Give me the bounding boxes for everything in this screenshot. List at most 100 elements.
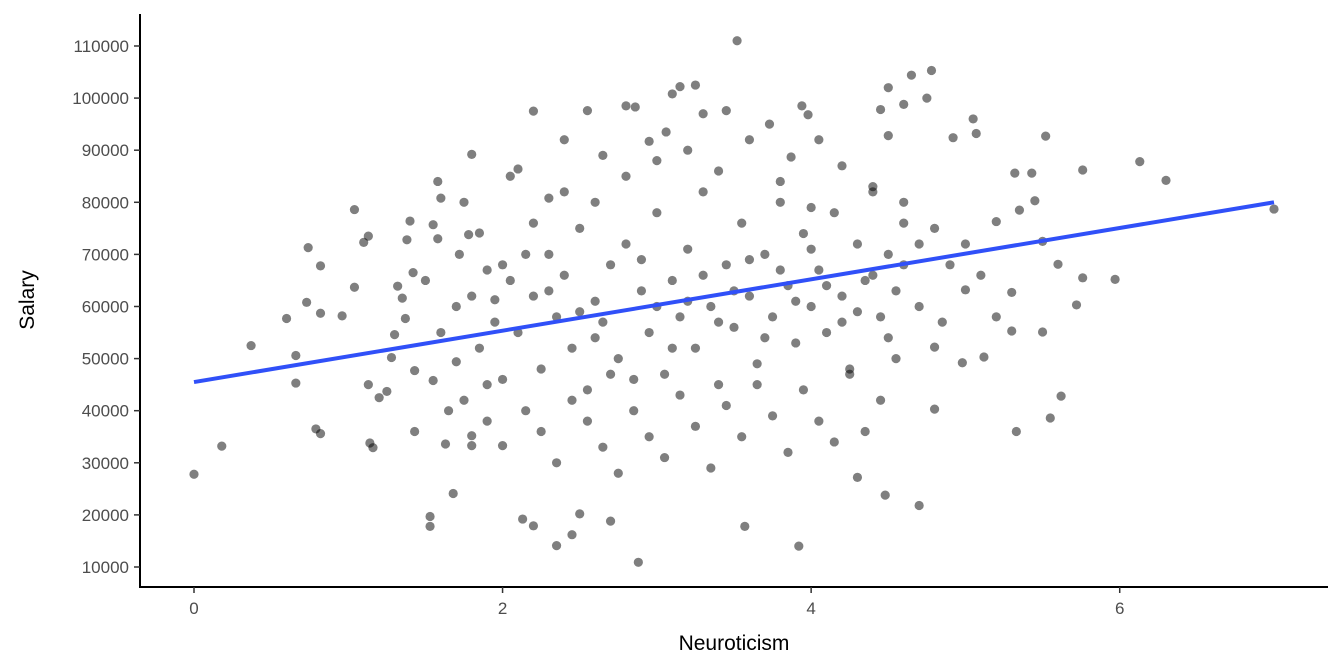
data-point (891, 286, 901, 296)
data-point (829, 437, 839, 447)
data-point (636, 255, 647, 265)
data-point (567, 530, 577, 540)
data-point (690, 80, 701, 90)
x-tick-label: 4 (806, 599, 815, 618)
data-point (706, 463, 716, 473)
data-point (598, 317, 608, 327)
data-point (883, 249, 893, 259)
data-point (794, 541, 804, 551)
data-point (397, 293, 407, 303)
data-point (675, 312, 685, 322)
data-point (528, 291, 539, 301)
data-point (775, 176, 785, 187)
data-point (420, 275, 431, 286)
data-point (467, 149, 477, 159)
x-axis-title: Neuroticism (679, 632, 790, 655)
data-point (698, 109, 708, 119)
data-point (875, 104, 886, 115)
data-point (189, 469, 199, 479)
data-point (613, 353, 623, 364)
data-point (659, 452, 670, 463)
y-axis-title: Salary (16, 270, 39, 330)
data-point (246, 340, 256, 351)
data-point (544, 286, 554, 296)
data-point (937, 317, 947, 327)
x-tick-label: 2 (498, 599, 507, 618)
data-point (721, 105, 731, 116)
regression-line (193, 200, 1275, 385)
data-point (803, 110, 813, 120)
data-point (914, 239, 924, 249)
data-point (582, 105, 593, 116)
data-point (883, 83, 893, 93)
data-point (474, 228, 485, 238)
data-point (621, 101, 631, 111)
data-point (436, 327, 446, 338)
data-point (400, 313, 410, 324)
data-point (899, 218, 909, 228)
data-point (845, 369, 855, 379)
data-point (559, 135, 569, 145)
data-point (891, 353, 901, 364)
data-point (436, 193, 446, 203)
data-point (291, 378, 301, 388)
data-point (575, 307, 585, 317)
data-point (798, 385, 809, 395)
data-point (957, 358, 967, 368)
data-point (1053, 259, 1063, 269)
data-point (474, 343, 485, 353)
data-point (490, 317, 500, 327)
data-point (852, 472, 863, 482)
data-point (402, 235, 412, 245)
y-tick-label: 40000 (82, 402, 129, 421)
data-point (521, 406, 531, 416)
data-point (752, 380, 762, 390)
data-point (775, 265, 785, 275)
data-point (368, 443, 378, 453)
data-point (408, 268, 418, 278)
data-point (883, 333, 893, 343)
data-point (767, 312, 778, 322)
data-point (737, 432, 747, 442)
data-point (713, 317, 724, 327)
data-point (744, 255, 755, 265)
data-point (621, 239, 631, 249)
data-point (821, 281, 832, 291)
data-point (467, 291, 477, 301)
data-point (425, 521, 435, 531)
data-point (783, 447, 793, 457)
data-point (497, 374, 508, 385)
data-point (590, 296, 600, 306)
data-point (551, 541, 562, 551)
data-point (875, 312, 886, 322)
data-point (1007, 326, 1017, 336)
data-point (991, 312, 1001, 322)
data-point (683, 244, 693, 254)
data-point (389, 330, 400, 340)
data-point (536, 426, 546, 437)
data-point (675, 390, 685, 400)
y-tick-label: 70000 (82, 245, 129, 264)
data-point (559, 187, 569, 197)
data-point (760, 249, 770, 259)
data-point (797, 101, 807, 111)
data-point (690, 343, 701, 353)
data-point (979, 352, 989, 362)
data-point (363, 380, 373, 390)
data-point (281, 313, 292, 324)
y-tick-label: 80000 (82, 193, 129, 212)
y-tick-label: 20000 (82, 506, 129, 525)
data-point (806, 301, 816, 312)
data-point (667, 275, 677, 286)
data-point (605, 369, 616, 379)
data-point (551, 312, 562, 322)
data-point (605, 516, 616, 526)
data-point (775, 197, 785, 207)
data-point (337, 311, 347, 321)
data-point (706, 301, 716, 312)
data-point (922, 93, 932, 103)
data-point (528, 218, 539, 228)
data-point (410, 426, 420, 437)
data-point (744, 291, 755, 301)
data-point (690, 421, 701, 431)
